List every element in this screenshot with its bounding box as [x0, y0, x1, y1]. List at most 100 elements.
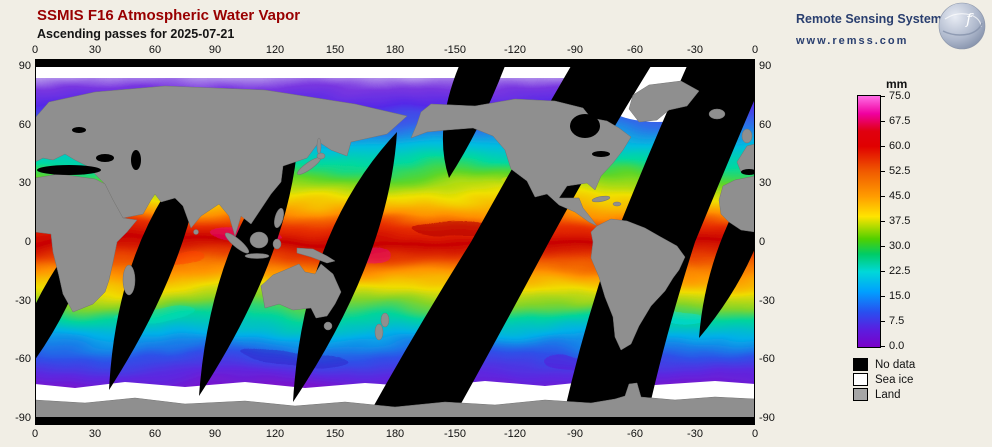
hudson-bay: [570, 114, 600, 138]
x-tick-label: 90: [208, 44, 222, 56]
caspian-sea: [131, 150, 141, 170]
colorbar-tick-label: 22.5: [889, 265, 911, 277]
x-axis-tick-bar-bottom: [35, 418, 755, 425]
land-africa-east: [35, 173, 138, 313]
colorbar-tick-label: 30.0: [889, 240, 911, 252]
y-tick-label: -60: [15, 353, 31, 365]
black-sea: [96, 154, 114, 162]
world-map: [35, 66, 755, 418]
land-sulawesi: [272, 238, 282, 250]
x-tick-label: 150: [325, 44, 345, 56]
land-iberia: [736, 143, 755, 175]
x-tick-label: -150: [443, 428, 467, 440]
y-tick-label: 0: [24, 236, 31, 248]
y-tick-label: -30: [15, 295, 31, 307]
map-border: [35, 66, 755, 418]
land-madagascar: [122, 264, 136, 296]
x-tick-label: 120: [265, 428, 285, 440]
baltic-sea: [72, 127, 86, 133]
x-axis-labels-top: 0 30 60 90 120 150 180 -150 -120 -90 -60…: [31, 44, 759, 56]
land-new-zealand-north: [380, 312, 390, 328]
y-tick-label: 0: [759, 236, 766, 248]
mediterranean-sea-west: [741, 169, 755, 175]
x-tick-label: 180: [385, 44, 405, 56]
land-britain: [741, 128, 753, 144]
land-south-america: [590, 218, 686, 351]
x-tick-label: -120: [503, 44, 527, 56]
x-tick-label: 0: [31, 44, 39, 56]
x-tick-label: 150: [325, 428, 345, 440]
land-cuba: [591, 195, 611, 203]
y-tick-label: 30: [18, 177, 31, 189]
legend-label: No data: [875, 358, 916, 371]
page-title: SSMIS F16 Atmospheric Water Vapor: [37, 7, 301, 24]
legend-item-no-data: No data: [853, 357, 915, 372]
land-africa-west: [718, 175, 755, 233]
x-tick-label: 0: [31, 428, 39, 440]
colorbar-tick-label: 52.5: [889, 165, 911, 177]
page-subtitle: Ascending passes for 2025-07-21: [37, 27, 235, 41]
x-tick-label: 120: [265, 44, 285, 56]
legend-item-land: Land: [853, 387, 915, 402]
y-tick-label: 30: [759, 177, 772, 189]
logo-glyph: f: [965, 10, 974, 28]
x-tick-label: -60: [627, 428, 643, 440]
legend-label: Land: [875, 388, 901, 401]
land-new-zealand-south: [374, 323, 384, 341]
x-tick-label: -90: [567, 428, 583, 440]
x-tick-label: -90: [567, 44, 583, 56]
land-borneo: [249, 231, 269, 249]
land-java: [244, 253, 270, 259]
colorbar-tick-label: 75.0: [889, 90, 911, 102]
colorbar-tick-label: 67.5: [889, 115, 911, 127]
great-lakes: [592, 151, 610, 157]
land-sumatra: [224, 232, 250, 254]
colorbar-tick-label: 37.5: [889, 215, 911, 227]
y-tick-label: 60: [18, 119, 31, 131]
land-sakhalin: [316, 137, 322, 155]
x-tick-label: 60: [148, 428, 162, 440]
x-tick-label: -30: [687, 428, 703, 440]
x-tick-label: 90: [208, 428, 222, 440]
x-tick-label: -60: [627, 44, 643, 56]
y-tick-label: 90: [18, 60, 31, 72]
y-tick-label: -60: [759, 353, 775, 365]
y-tick-label: -90: [15, 412, 31, 424]
x-axis-labels-bottom: 0 30 60 90 120 150 180 -150 -120 -90 -60…: [31, 428, 758, 440]
legend: No data Sea ice Land: [853, 357, 915, 402]
brand-url-link[interactable]: www.remss.com: [796, 35, 909, 47]
x-tick-label: -30: [687, 44, 703, 56]
x-tick-label: 0: [751, 44, 759, 56]
land-new-guinea: [296, 247, 336, 264]
colorbar-unit-label: mm: [886, 77, 908, 91]
no-data-inland-seas: [37, 114, 755, 175]
colorbar-tick-label: 45.0: [889, 190, 911, 202]
land-swatch: [853, 388, 868, 401]
colorbar-ticks: [881, 96, 885, 347]
x-tick-label: -120: [503, 428, 527, 440]
x-tick-label: 30: [88, 44, 102, 56]
sea-ice-swatch: [853, 373, 868, 386]
land-hispaniola: [612, 201, 622, 207]
x-tick-label: 60: [148, 44, 162, 56]
brand-name: Remote Sensing Systems: [796, 12, 949, 26]
colorbar-tick-label: 60.0: [889, 140, 911, 152]
land-sri-lanka: [193, 229, 199, 235]
legend-label: Sea ice: [875, 373, 914, 386]
x-tick-label: 30: [88, 428, 102, 440]
land-tasmania: [323, 321, 333, 331]
land-australia: [260, 263, 342, 319]
mediterranean-sea: [37, 165, 101, 175]
colorbar-tick-label: 7.5: [889, 315, 905, 327]
x-tick-label: 180: [385, 428, 405, 440]
remss-globe-logo-icon: f: [938, 2, 986, 50]
land-iceland: [708, 108, 726, 120]
legend-item-sea-ice: Sea ice: [853, 372, 915, 387]
y-tick-label: 90: [759, 60, 772, 72]
no-data-swatch: [853, 358, 868, 371]
colorbar-tick-label: 0.0: [889, 340, 905, 352]
land-antarctica: [35, 382, 755, 418]
y-tick-label: -30: [759, 295, 775, 307]
land-hokkaido: [316, 152, 326, 160]
